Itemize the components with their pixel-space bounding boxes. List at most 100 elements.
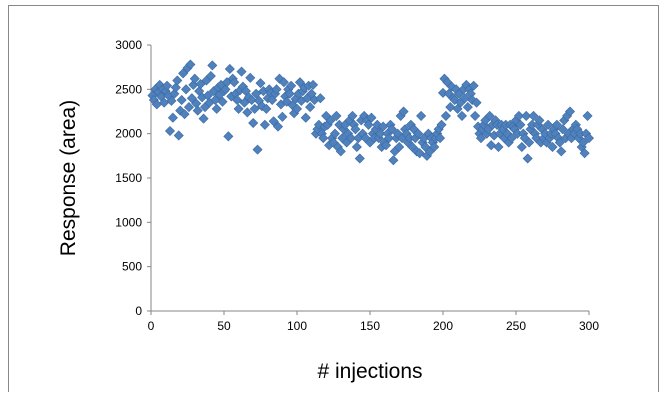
data-point [440, 110, 451, 121]
data-point [445, 102, 456, 113]
data-point [249, 103, 260, 114]
data-point [220, 84, 231, 95]
data-point [582, 110, 593, 121]
data-point [345, 133, 357, 144]
data-point [255, 78, 266, 89]
data-point [414, 148, 425, 159]
data-point [386, 124, 397, 135]
data-point [278, 77, 289, 88]
data-point [556, 146, 567, 157]
data-point [468, 80, 479, 91]
data-point [179, 109, 190, 120]
axis-ticks: 0 500 1000 1500 2000 2500 3000 0 50 100 150 200 250 3… [115, 38, 599, 333]
data-point [210, 94, 221, 105]
data-point [398, 106, 409, 117]
data-point [557, 124, 568, 135]
data-point [192, 105, 203, 116]
data-point [223, 131, 234, 142]
data-point [166, 95, 177, 106]
data-point [484, 110, 495, 121]
data-point [315, 93, 326, 104]
data-point [245, 72, 256, 83]
data-point [354, 153, 365, 164]
x-tick-label: 150 [360, 319, 380, 333]
data-point [325, 115, 336, 126]
y-tick-label: 2000 [115, 127, 142, 141]
data-point [185, 59, 196, 70]
data-point [229, 77, 240, 88]
data-point [383, 133, 395, 144]
data-point [413, 128, 424, 139]
data-point [375, 128, 386, 139]
y-tick-label: 500 [122, 260, 142, 274]
x-tick-label: 300 [579, 319, 599, 333]
data-point [248, 118, 259, 129]
data-point [515, 119, 526, 130]
data-point [236, 66, 247, 77]
data-points [147, 59, 595, 166]
data-point [534, 115, 545, 126]
data-point [207, 60, 218, 71]
data-point [486, 140, 497, 151]
data-point [167, 112, 178, 123]
data-point [176, 94, 187, 105]
data-point [172, 75, 183, 86]
y-tick-label: 3000 [115, 38, 142, 52]
x-tick-label: 50 [217, 319, 231, 333]
y-tick-label: 1500 [115, 171, 142, 185]
data-point [331, 110, 342, 121]
data-point [521, 110, 532, 121]
data-point [459, 93, 470, 104]
data-point [291, 103, 303, 114]
data-point [268, 116, 279, 127]
data-point [475, 133, 486, 144]
chart-frame [8, 5, 659, 392]
data-point [351, 141, 362, 152]
data-point [493, 141, 504, 152]
data-point [456, 110, 468, 121]
data-point [350, 124, 361, 135]
data-point [170, 82, 181, 93]
data-point [217, 96, 228, 107]
data-point [547, 141, 558, 152]
data-point [211, 103, 222, 114]
data-point [181, 84, 192, 95]
data-point [416, 110, 427, 121]
data-point [277, 111, 288, 122]
data-point [554, 137, 565, 148]
data-point [232, 94, 243, 105]
data-point [246, 94, 257, 105]
data-point [224, 63, 235, 74]
data-point [579, 148, 590, 159]
data-point [372, 119, 383, 130]
data-point [471, 97, 482, 108]
x-tick-label: 250 [506, 319, 526, 333]
data-point [366, 112, 377, 123]
data-point [259, 119, 270, 130]
data-point [522, 153, 533, 164]
data-point [435, 133, 446, 144]
data-point [308, 79, 319, 90]
data-point [189, 73, 200, 84]
data-point [513, 110, 524, 121]
data-point [173, 130, 184, 141]
data-point [300, 112, 311, 123]
x-tick-label: 0 [148, 319, 155, 333]
data-point [164, 125, 176, 137]
data-point [313, 119, 324, 130]
data-point [335, 146, 346, 157]
data-point [528, 110, 539, 121]
data-point [162, 80, 173, 91]
data-point [252, 144, 263, 155]
data-point [578, 137, 589, 148]
x-tick-label: 200 [433, 319, 453, 333]
y-axis-title: Response (area) [57, 100, 80, 256]
data-point [271, 84, 282, 95]
data-point [284, 88, 295, 99]
data-point [436, 119, 447, 130]
x-axis-title: # injections [317, 360, 422, 383]
data-point [286, 80, 297, 91]
y-tick-label: 1000 [115, 215, 142, 229]
data-point [294, 77, 305, 88]
